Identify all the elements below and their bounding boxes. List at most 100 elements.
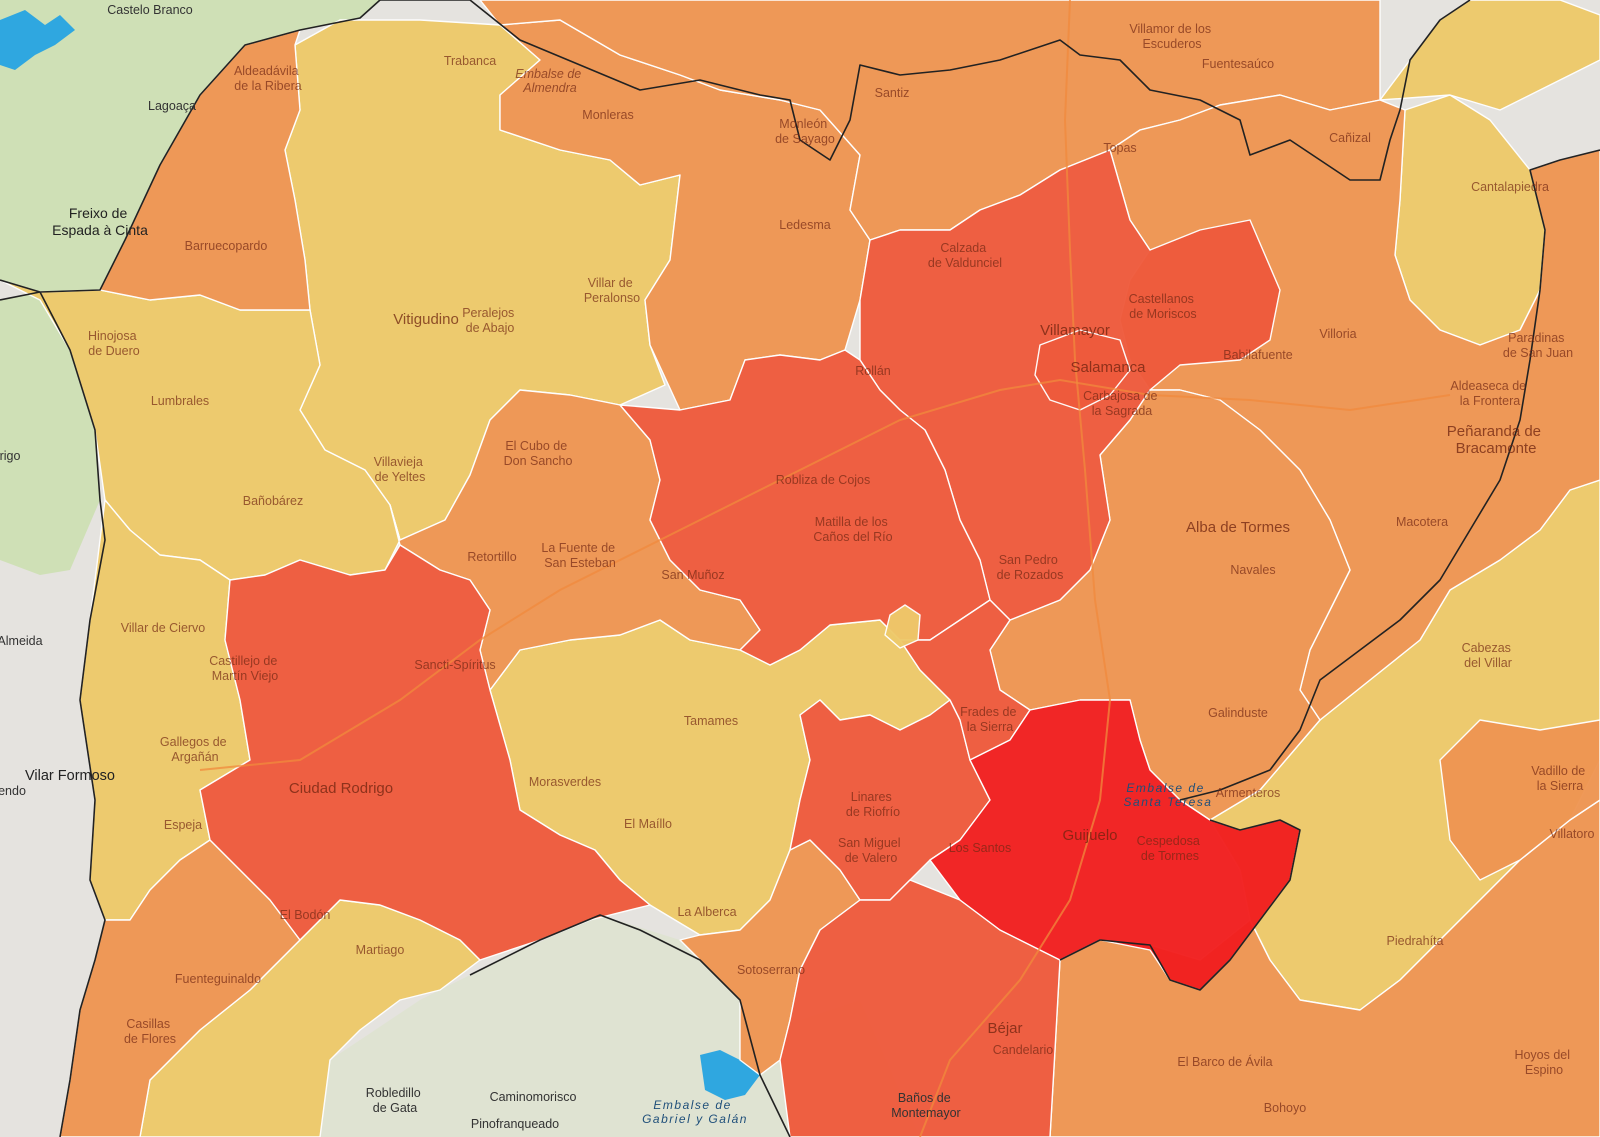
label-almeida: Almeida	[0, 634, 43, 648]
label-cabezas-line2: del Villar	[1464, 656, 1512, 670]
label-aldeadavila-line2: de la Ribera	[234, 79, 301, 93]
label-santiz: Santiz	[875, 86, 910, 100]
label-la-fuente: La Fuente de San Esteban	[541, 541, 618, 570]
label-villatoro: Villatoro	[1550, 827, 1595, 841]
label-piedrahita: Piedrahíta	[1387, 934, 1444, 948]
region-ciudad-rodrigo[interactable]	[199, 544, 651, 961]
label-hinojosa-line1: Hinojosa	[88, 329, 137, 343]
label-villoria: Villoria	[1319, 327, 1356, 341]
label-el-maillo: El Maíllo	[624, 817, 672, 831]
label-el-cubo-line2: Don Sancho	[504, 454, 573, 468]
label-linares: Linares de Riofrío	[846, 790, 900, 819]
label-cespedosa-line1: Cespedosa	[1137, 834, 1200, 848]
label-navales: Navales	[1230, 563, 1275, 577]
label-san-miguel: San Miguel de Valero	[838, 836, 904, 865]
label-hoyos-line1: Hoyos del	[1514, 1048, 1570, 1062]
region-small-enclave[interactable]	[884, 604, 921, 649]
label-frades-line2: la Sierra	[967, 720, 1014, 734]
reservoir-west-water	[0, 10, 75, 70]
label-villar-peralonso-line1: Villar de	[588, 276, 633, 290]
label-casillas-line2: de Flores	[124, 1032, 176, 1046]
label-casillas-line1: Casillas	[126, 1017, 170, 1031]
label-linares-line1: Linares	[851, 790, 892, 804]
label-macotera: Macotera	[1396, 515, 1448, 529]
label-fuenteguinaldo: Fuenteguinaldo	[175, 972, 261, 986]
label-monleon-line2: de Sayago	[775, 132, 835, 146]
label-guijuelo: Guijuelo	[1062, 827, 1117, 844]
province-border-east	[1179, 0, 1600, 801]
label-gallegos-line2: Argañán	[171, 750, 218, 764]
label-trabanca: Trabanca	[444, 54, 496, 68]
label-robledillo-line1: Robledillo	[366, 1086, 421, 1100]
label-calzada-line1: Calzada	[940, 241, 986, 255]
label-el-cubo: El Cubo de Don Sancho	[504, 439, 573, 468]
label-embalse-santa-teresa-line2: Santa Teresa	[1124, 795, 1213, 809]
label-calzada-line2: de Valdunciel	[928, 256, 1002, 270]
label-frades-line1: Frades de	[960, 705, 1016, 719]
label-peralejos: Peralejos de Abajo	[462, 306, 518, 335]
label-cabezas-line1: Cabezas	[1462, 641, 1511, 655]
label-lumbrales: Lumbrales	[151, 394, 209, 408]
label-endo: endo	[0, 784, 26, 798]
label-villavieja: Villavieja de Yeltes	[374, 455, 427, 484]
label-embalse-almendra-line2: Almendra	[522, 81, 577, 95]
label-babilafuente: Babilafuente	[1223, 348, 1293, 362]
label-espeja: Espeja	[164, 818, 202, 832]
region-vadillo[interactable]	[1439, 719, 1600, 881]
label-sotoserrano: Sotoserrano	[737, 963, 805, 977]
label-morasverdes: Morasverdes	[529, 775, 601, 789]
label-san-munoz: San Muñoz	[661, 568, 724, 582]
label-canizal: Cañizal	[1329, 131, 1371, 145]
label-frades: Frades de la Sierra	[960, 705, 1020, 734]
label-penaranda-line2: Bracamonte	[1456, 440, 1537, 457]
label-calzada: Calzada de Valdunciel	[928, 241, 1002, 270]
label-banos-line2: Montemayor	[891, 1106, 960, 1120]
label-san-pedro-line2: de Rozados	[997, 568, 1064, 582]
label-san-miguel-line1: San Miguel	[838, 836, 901, 850]
label-monleon: Monleón de Sayago	[775, 117, 835, 146]
label-caminomorisco: Caminomorisco	[490, 1090, 577, 1104]
label-robliza: Robliza de Cojos	[776, 473, 871, 487]
label-tamames: Tamames	[684, 714, 738, 728]
label-banobarez: Bañobárez	[243, 494, 303, 508]
label-vadillo: Vadillo de la Sierra	[1531, 764, 1588, 793]
label-gallegos-line1: Gallegos de	[160, 735, 227, 749]
label-paradinas-line1: Paradinas	[1508, 331, 1564, 345]
label-san-pedro: San Pedro de Rozados	[997, 553, 1064, 582]
label-villar-ciervo: Villar de Ciervo	[121, 621, 206, 635]
label-hinojosa: Hinojosa de Duero	[88, 329, 140, 358]
label-banos-line1: Baños de	[898, 1091, 951, 1105]
label-galinduste: Galinduste	[1208, 706, 1268, 720]
label-paradinas-line2: de San Juan	[1503, 346, 1573, 360]
label-embalse-santa-teresa-line1: Embalse de	[1126, 781, 1204, 795]
label-freixo: Freixo de Espada à Cinta	[52, 205, 148, 238]
label-embalse-santa-teresa: Embalse de Santa Teresa	[1124, 781, 1213, 809]
label-aldeaseca-line2: la Frontera	[1460, 394, 1520, 408]
label-ciudad-rodrigo: Ciudad Rodrigo	[289, 780, 393, 797]
label-candelario: Candelario	[993, 1043, 1054, 1057]
label-la-alberca: La Alberca	[677, 905, 736, 919]
label-embalse-gabriel: Embalse de Gabriel y Galán	[642, 1098, 748, 1126]
label-freixo-line2: Espada à Cinta	[52, 222, 148, 238]
label-aldeadavila-line1: Aldeadávila	[234, 64, 299, 78]
label-villamor-line2: Escuderos	[1142, 37, 1201, 51]
label-lagoaca: Lagoaça	[148, 99, 196, 113]
label-matilla: Matilla de los Caños del Río	[813, 515, 892, 544]
label-villavieja-line1: Villavieja	[374, 455, 423, 469]
label-villamayor: Villamayor	[1040, 322, 1110, 339]
label-paradinas: Paradinas de San Juan	[1503, 331, 1573, 360]
label-embalse-gabriel-line1: Embalse de	[653, 1098, 731, 1112]
label-villavieja-line2: de Yeltes	[375, 470, 426, 484]
label-gallegos: Gallegos de Argañán	[160, 735, 230, 764]
label-villamor-line1: Villamor de los	[1129, 22, 1211, 36]
label-cabezas: Cabezas del Villar	[1462, 641, 1515, 670]
label-villar-peralonso-line2: Peralonso	[584, 291, 640, 305]
label-el-bodon: El Bodón	[280, 908, 331, 922]
label-vilar-formoso: Vilar Formoso	[25, 768, 115, 784]
label-castillejo-line1: Castillejo de	[209, 654, 277, 668]
label-carbajosa: Carbajosa de la Sagrada	[1083, 389, 1161, 418]
label-monleras: Monleras	[582, 108, 633, 122]
label-san-miguel-line2: de Valero	[845, 851, 898, 865]
label-matilla-line2: Caños del Río	[813, 530, 892, 544]
